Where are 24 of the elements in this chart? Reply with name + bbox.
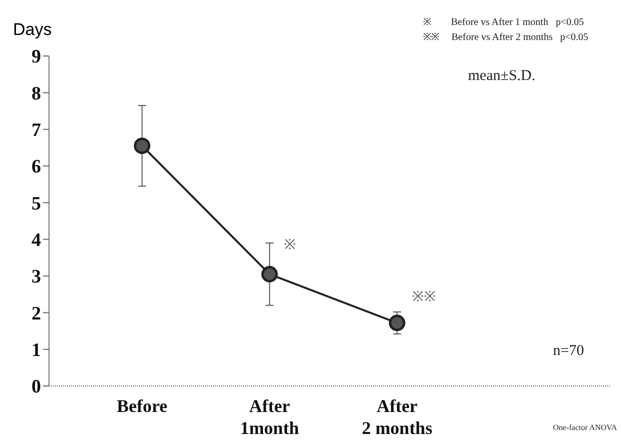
annotation: ※※ (412, 289, 436, 306)
text: n=70 (553, 343, 584, 360)
point (134, 138, 150, 154)
y-tick-label: 9 (32, 46, 41, 68)
point (388, 314, 406, 332)
y-tick-label: 7 (32, 120, 42, 142)
y-tick-label: 3 (32, 266, 41, 288)
y-tick-label: 1 (32, 340, 41, 362)
y-axis-title: Days (13, 20, 52, 40)
text: One-factor ANOVA (553, 423, 618, 432)
x-tick-label: Before (116, 396, 168, 416)
y-tick-label: 2 (32, 303, 41, 324)
text: mean±S.D. (468, 68, 536, 85)
y-tick-label: 0 (32, 376, 41, 398)
point (261, 266, 278, 282)
text: ※ Before vs After 1 month p<0.05 (423, 16, 584, 28)
x-tick-label: After 1month (240, 396, 300, 438)
y-tick-label: 6 (32, 156, 41, 178)
text: ※※ Before vs After 2 months p<0.05 (423, 31, 588, 43)
y-tick-label: 8 (32, 83, 41, 104)
y-tick-label: 4 (32, 230, 42, 252)
annotation: ※ (284, 237, 296, 254)
y-tick-label: 5 (32, 193, 41, 214)
x-tick-label: After 2 months (362, 396, 432, 438)
